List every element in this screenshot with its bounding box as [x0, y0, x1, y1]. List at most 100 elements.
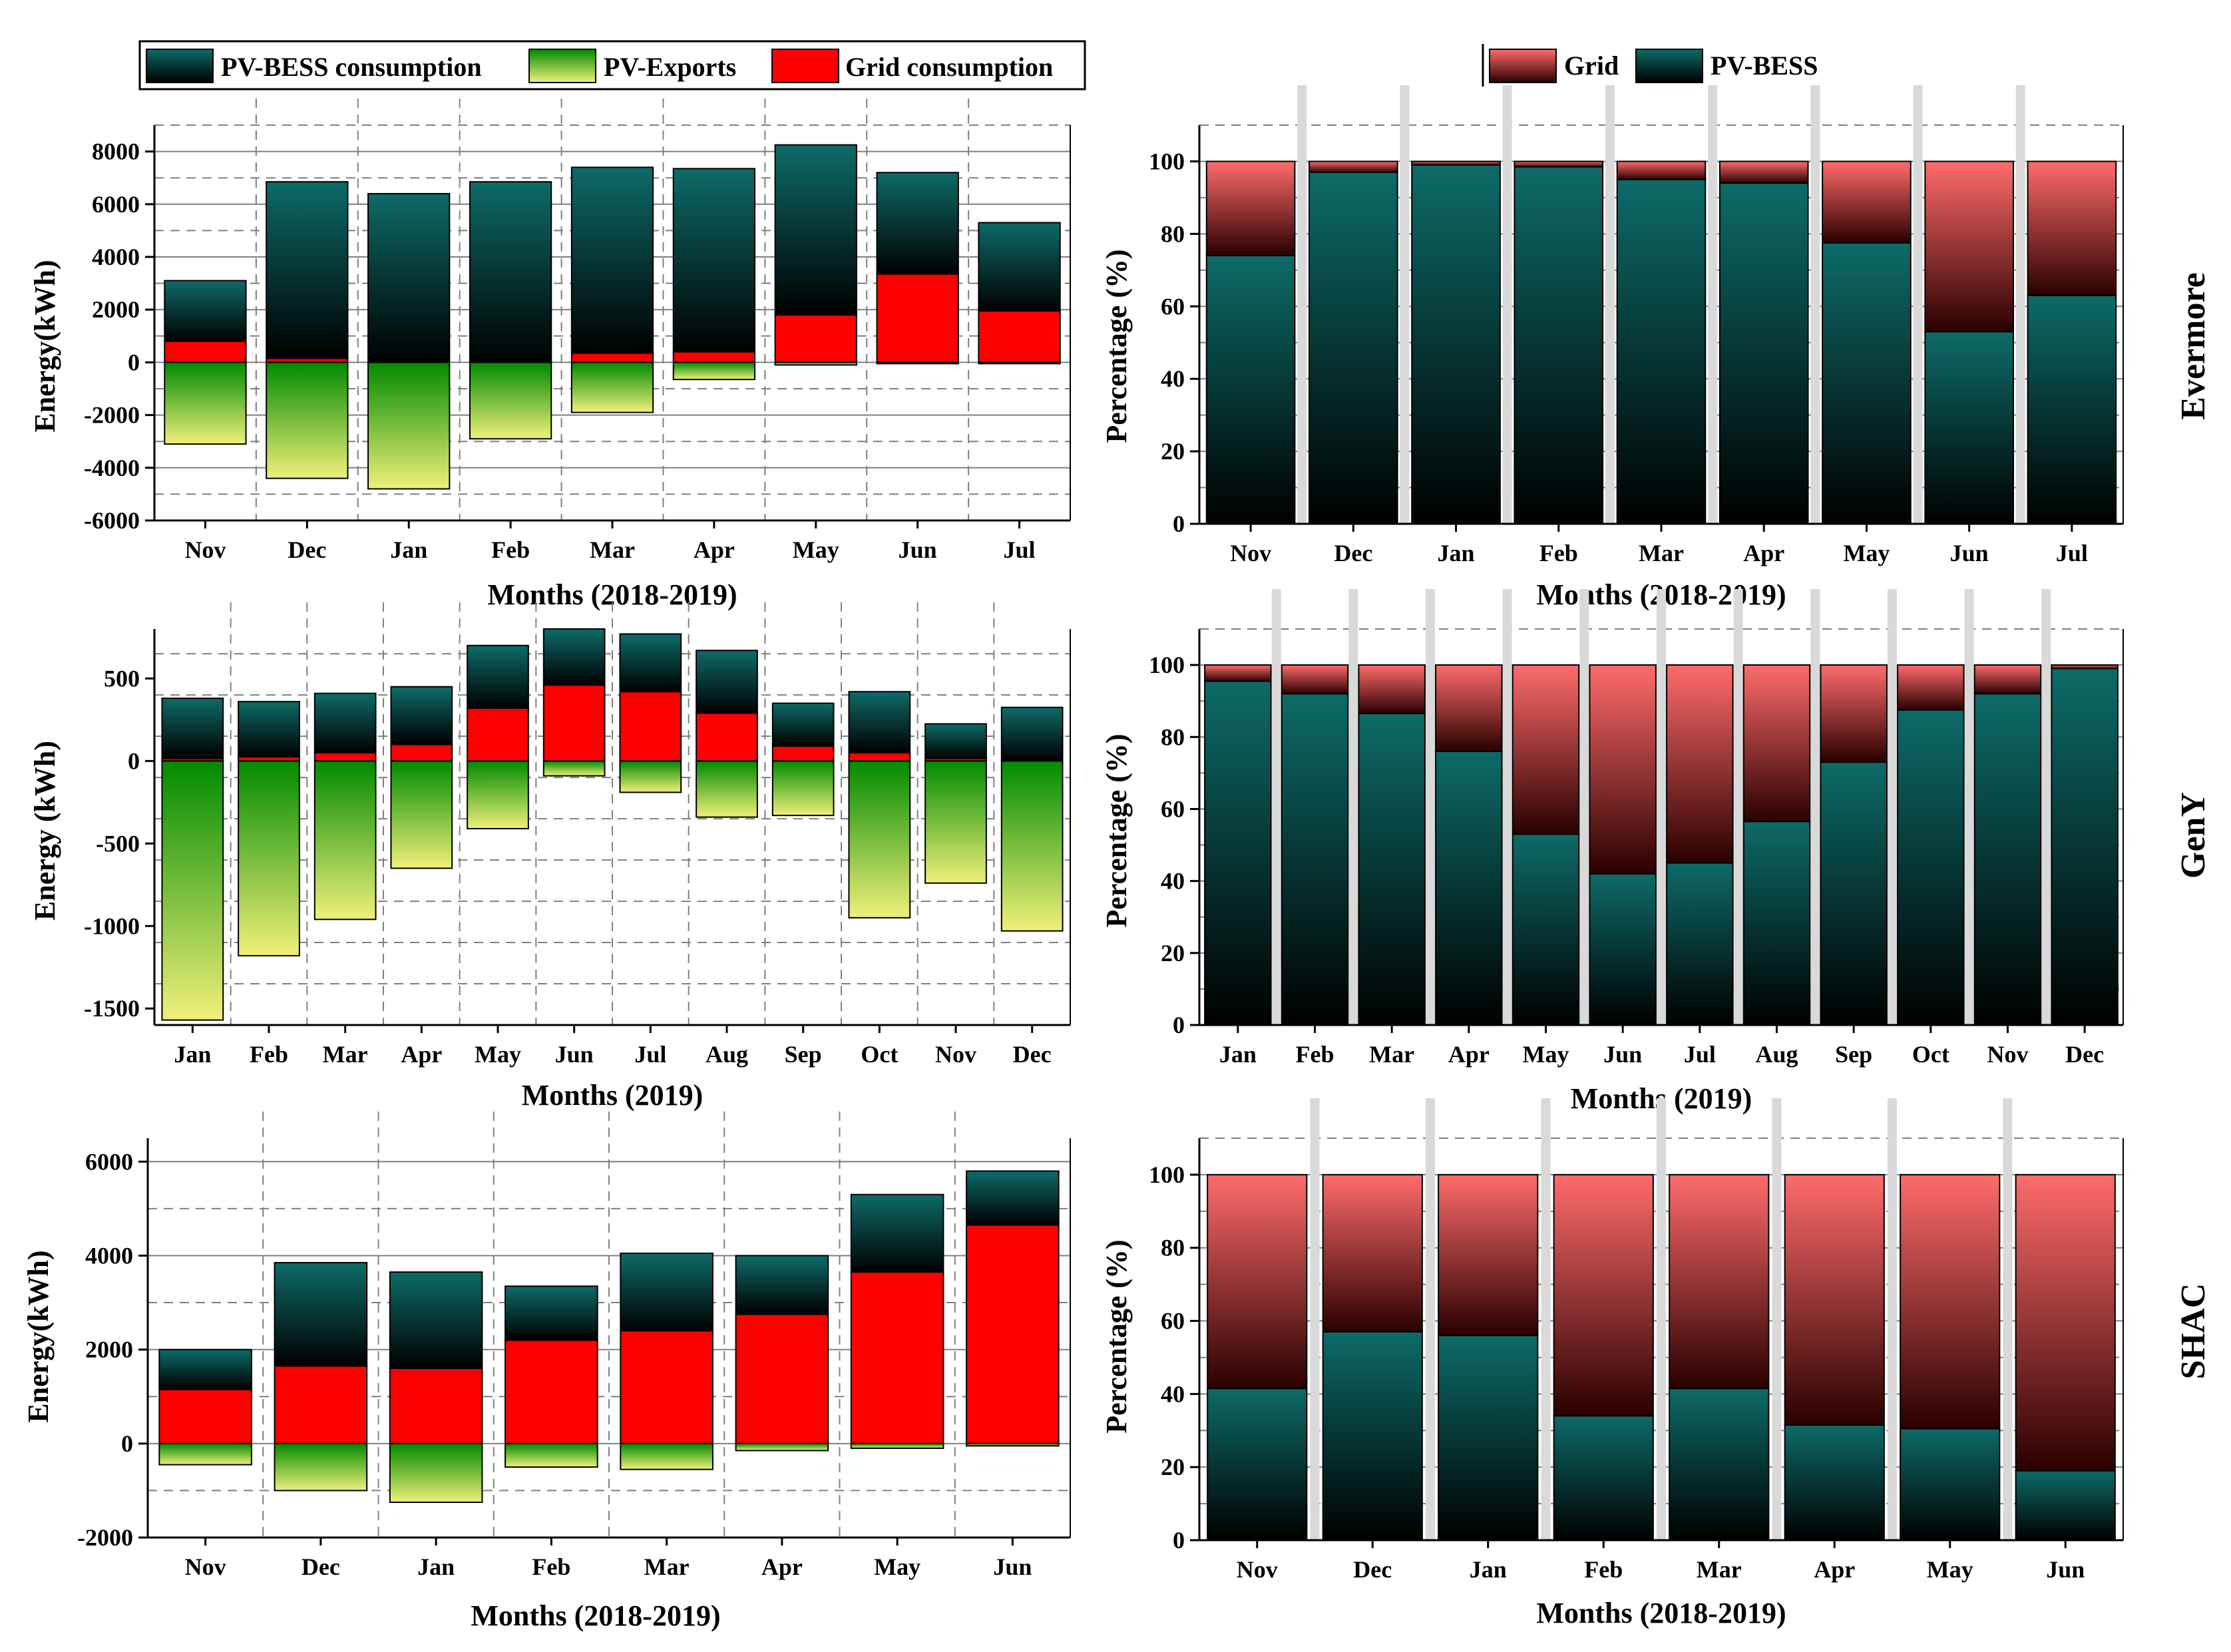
bar-grid-feb — [1514, 160, 1604, 168]
x-tick-label: Nov — [185, 1553, 226, 1580]
row-label-geny: GenY — [2174, 792, 2212, 879]
bar-grid-dec — [1322, 1173, 1423, 1333]
bar-export-apr — [735, 1442, 829, 1452]
legend-swatch-pvbesspct — [1635, 49, 1703, 83]
bar-pvbess-mar — [1616, 178, 1707, 524]
bar-pvbess-mar — [620, 1252, 713, 1332]
x-tick-label: Nov — [935, 1041, 976, 1068]
bar-export-jul — [619, 760, 682, 793]
x-tick-label: Jan — [174, 1041, 211, 1068]
bar-grid-may — [1822, 160, 1912, 244]
x-tick-label: Oct — [1912, 1041, 1949, 1068]
bar-separator — [1733, 589, 1743, 1025]
bar-separator — [2015, 85, 2025, 524]
y-axis-title: Percentage (%) — [1100, 1239, 1133, 1433]
bar-grid-nov — [164, 340, 247, 363]
bar-pvbess-may — [1512, 833, 1580, 1026]
y-tick-label: 8000 — [92, 138, 140, 165]
y-tick-label: 100 — [1149, 652, 1185, 678]
x-tick-label: Aug — [1755, 1041, 1798, 1068]
bar-grid-nov — [1205, 160, 1296, 257]
y-tick-label: 0 — [128, 747, 140, 774]
bar-pvbess-sep — [771, 702, 835, 747]
bar-pvbess-jan — [1438, 1335, 1539, 1541]
bar-grid-jun — [1924, 160, 2014, 333]
y-tick-label: 2000 — [85, 1337, 133, 1363]
bar-pvbess-mar — [313, 692, 377, 753]
bar-pvbess-dec — [1000, 706, 1064, 761]
bar-pvbess-may — [1822, 242, 1912, 524]
bar-pvbess-jan — [367, 192, 451, 363]
x-tick-label: Jun — [1603, 1041, 1642, 1068]
x-tick-label: Nov — [1987, 1041, 2029, 1068]
y-tick-label: 0 — [1173, 1012, 1185, 1038]
bar-pvbess-aug — [696, 650, 758, 714]
bar-pvbess-oct — [1897, 709, 1965, 1026]
legend-label-export: PV-Exports — [604, 52, 736, 82]
x-tick-label: Feb — [1296, 1041, 1334, 1068]
bar-grid-nov — [1973, 664, 2042, 695]
legend-swatch-pvbess — [146, 49, 214, 83]
y-tick-label: -1500 — [84, 995, 140, 1022]
x-tick-label: May — [793, 536, 839, 563]
x-tick-label: Apr — [761, 1553, 803, 1580]
bar-grid-jun — [542, 684, 606, 762]
bar-export-sep — [771, 760, 835, 817]
bar-grid-apr — [390, 743, 453, 762]
legend-label-grid: Grid consumption — [845, 52, 1053, 82]
x-tick-label: Dec — [1334, 540, 1372, 566]
bar-export-feb — [505, 1442, 598, 1468]
row-label-evermore: Evermore — [2174, 272, 2212, 419]
chart-shac-energy: Nov Dec Jan Feb Mar Apr May Jun -2000 0 2000 4000 60… — [22, 1112, 1071, 1632]
bar-pvbess-apr — [1784, 1424, 1885, 1542]
bar-separator — [1772, 1098, 1782, 1540]
bar-pvbess-dec — [1309, 171, 1398, 525]
bar-separator — [1888, 589, 1897, 1025]
y-tick-label: 40 — [1161, 868, 1185, 895]
legend-label-pvbess: PV-BESS consumption — [221, 52, 482, 82]
row-label-shac: SHAC — [2174, 1283, 2212, 1379]
bar-grid-jan — [1204, 664, 1272, 682]
y-tick-label: 4000 — [85, 1242, 133, 1269]
chart-evermore-percentage: NovDecJanFebMarAprMayJunJul020406080100M… — [1100, 85, 2124, 611]
x-tick-label: Mar — [1369, 1041, 1414, 1068]
bar-separator — [1708, 85, 1718, 524]
bar-grid-mar — [1358, 664, 1426, 715]
bar-export-apr — [390, 760, 453, 869]
x-tick-label: Apr — [1814, 1556, 1855, 1583]
x-tick-label: Jul — [634, 1041, 666, 1068]
x-tick-label: Nov — [184, 536, 226, 563]
y-tick-label: 0 — [128, 349, 140, 375]
bar-pvbess-dec — [266, 181, 349, 359]
bar-pvbess-jan — [161, 698, 224, 759]
x-tick-label: Dec — [302, 1553, 340, 1580]
bar-pvbess-aug — [1742, 821, 1811, 1026]
bar-grid-jul — [978, 310, 1061, 363]
bar-grid-may — [774, 314, 857, 363]
bar-pvbess-may — [467, 644, 529, 710]
bar-separator — [1541, 1098, 1551, 1540]
x-tick-label: Jan — [1470, 1556, 1507, 1583]
chart-geny-percentage: Jan Feb Mar Apr May Jun Jul Aug Sep Oct Nov Dec 0 20 4… — [1100, 589, 2124, 1115]
x-tick-label: Dec — [2065, 1041, 2104, 1068]
y-tick-label: 2000 — [92, 296, 140, 323]
y-axis-title: Percentage (%) — [1100, 733, 1133, 927]
bar-separator — [1426, 589, 1435, 1025]
x-axis-title: Months (2019) — [522, 1079, 704, 1112]
bar-pvbess-apr — [1435, 750, 1503, 1026]
y-axis-title: Energy (kWh) — [29, 741, 61, 921]
y-tick-label: 100 — [1149, 148, 1185, 174]
y-tick-label: 20 — [1161, 1454, 1185, 1480]
bar-separator — [1502, 589, 1512, 1025]
bar-pvbess-feb — [238, 701, 300, 758]
bar-separator — [2041, 589, 2051, 1025]
bar-separator — [1657, 1098, 1666, 1540]
bar-separator — [1888, 1098, 1897, 1540]
bar-pvbess-nov — [1973, 693, 2042, 1026]
bar-separator — [1348, 589, 1358, 1025]
bar-grid-jul — [619, 691, 682, 762]
x-tick-label: Feb — [1584, 1556, 1623, 1583]
y-tick-label: -4000 — [84, 455, 140, 481]
y-tick-label: 80 — [1161, 220, 1185, 247]
y-tick-label: -1000 — [84, 913, 140, 939]
